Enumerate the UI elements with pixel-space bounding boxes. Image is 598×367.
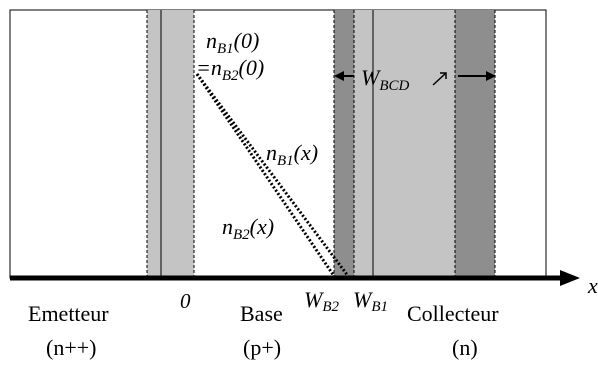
wbcd-label: WBCD <box>361 65 409 94</box>
origin-label: 0 <box>180 289 191 313</box>
nb2-profile-line <box>195 73 336 277</box>
wbcd-diagonal-arrow <box>432 72 447 86</box>
base-doping: (p+) <box>243 335 281 360</box>
wbcd-diagonal-arrowhead <box>440 72 447 79</box>
base-label: Base <box>240 301 283 326</box>
x-axis-label: x <box>587 273 598 298</box>
wb2-label: WB2 <box>304 287 339 315</box>
nb1-0-label: nB1(0) <box>206 28 259 57</box>
emitter-label: Emetteur <box>28 301 109 326</box>
eb-depletion-region <box>147 10 194 278</box>
base-modulation-band <box>334 10 354 278</box>
nb2-x-label: nB2(x) <box>222 214 274 243</box>
collector-label: Collecteur <box>407 301 499 326</box>
collector-doping: (n) <box>452 335 478 360</box>
nb1-x-label: nB1(x) <box>266 140 318 169</box>
wb1-label: WB1 <box>353 287 388 315</box>
emitter-doping: (n++) <box>46 335 96 360</box>
nb2-0-label: =nB2(0) <box>196 55 264 84</box>
x-axis-arrowhead <box>560 270 580 286</box>
nb1-profile-line <box>195 73 350 277</box>
collector-depletion-extension <box>455 10 495 278</box>
